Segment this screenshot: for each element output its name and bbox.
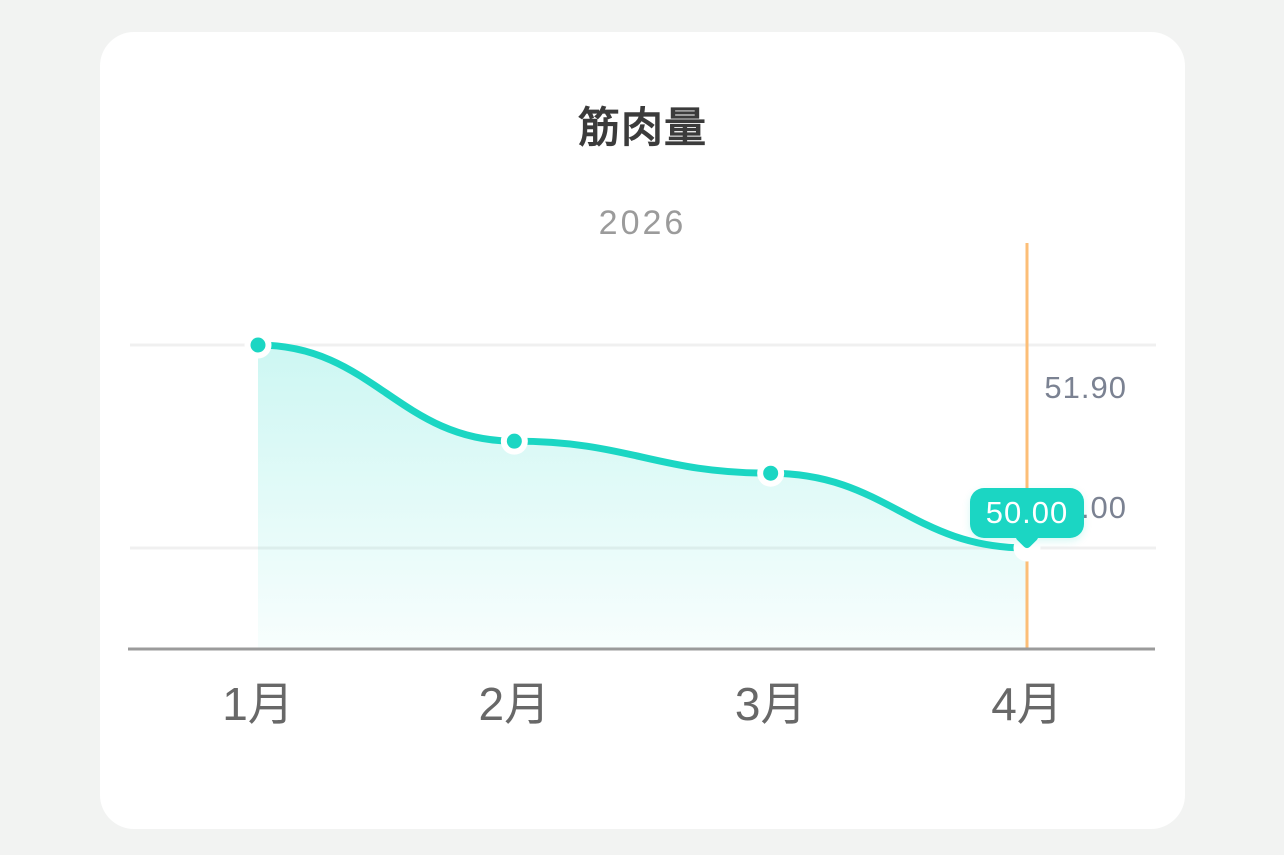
- data-point-1月[interactable]: [244, 331, 272, 359]
- x-axis-label-3月: 3月: [734, 678, 807, 730]
- chart-card: 筋肉量 2026 51.90 50.00 1月 2月 3月 4月 50.00: [100, 32, 1185, 829]
- tooltip: 50.00: [970, 488, 1084, 550]
- tooltip-value: 50.00: [985, 495, 1069, 530]
- y-axis-label-upper: 51.90: [1044, 370, 1127, 405]
- x-axis-label-2月: 2月: [478, 678, 551, 730]
- series-line: [254, 341, 1031, 552]
- x-axis-label-1月: 1月: [222, 678, 294, 730]
- chart-subtitle-year: 2026: [598, 204, 687, 242]
- series-area-fill: [258, 345, 1027, 649]
- data-point-2月[interactable]: [500, 427, 528, 455]
- x-axis-label-4月: 4月: [991, 678, 1063, 730]
- data-point-3月[interactable]: [757, 459, 785, 487]
- chart-title: 筋肉量: [577, 104, 707, 151]
